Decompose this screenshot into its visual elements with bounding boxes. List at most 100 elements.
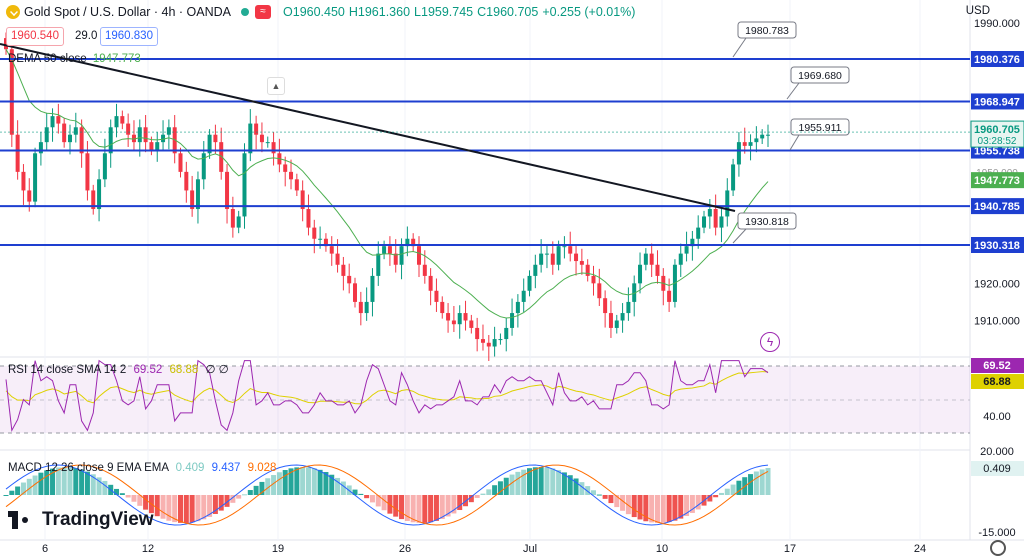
- macd-histogram-bar: [631, 495, 637, 518]
- macd-axis-tick: -15.000: [978, 527, 1015, 539]
- buy-price-button[interactable]: 1960.830: [100, 27, 158, 46]
- candle-body: [469, 320, 474, 328]
- macd-histogram-bar: [189, 495, 195, 523]
- macd-histogram-bar: [160, 495, 166, 519]
- macd-histogram-bar: [38, 472, 44, 495]
- indicator-wave-icon[interactable]: ≈: [255, 5, 272, 19]
- candle-body: [114, 116, 119, 128]
- macd-histogram-bar: [404, 495, 410, 522]
- candle-body: [492, 339, 497, 347]
- candle-body: [655, 264, 660, 276]
- macd-histogram-bar: [119, 493, 125, 495]
- candle-body: [73, 127, 78, 135]
- macd-histogram-bar: [259, 481, 265, 495]
- macd-hist-value: 0.409: [175, 462, 205, 474]
- candle-body: [289, 171, 294, 180]
- macd-histogram-bar: [276, 472, 282, 495]
- macd-histogram-bar: [643, 495, 649, 522]
- candle-body: [15, 134, 20, 172]
- macd-histogram-bar: [9, 490, 15, 495]
- callout-pointer: [789, 134, 800, 151]
- candle-body: [207, 134, 212, 154]
- callout-pointer: [786, 82, 800, 100]
- candle-body: [358, 301, 363, 314]
- macd-legend[interactable]: MACD 12 26 close 9 EMA EMA 0.409 9.437 9…: [8, 462, 276, 474]
- callout-label: 1955.911: [798, 122, 841, 134]
- candle-body: [713, 209, 718, 228]
- candle-body: [632, 283, 637, 302]
- candle-body: [318, 238, 323, 240]
- candle-body: [387, 246, 392, 254]
- candle-body: [97, 179, 102, 210]
- macd-histogram-bar: [497, 481, 503, 495]
- rsi-value: 69.52: [133, 364, 163, 376]
- candle-body: [608, 313, 613, 328]
- candle-body: [405, 238, 410, 247]
- candle-body: [515, 301, 520, 314]
- candle-body: [451, 320, 456, 325]
- candle-body: [225, 171, 230, 210]
- callout-pointer: [732, 228, 747, 244]
- macd-histogram-bar: [125, 495, 131, 498]
- rsi-legend[interactable]: RSI 14 close SMA 14 2 69.52 68.88 ∅ ∅: [8, 362, 229, 376]
- ohlc-low: L1959.745: [414, 5, 474, 19]
- macd-histogram-bar: [684, 495, 690, 517]
- symbol-title[interactable]: Gold Spot / U.S. Dollar · 4h · OANDA: [24, 5, 232, 19]
- candle-body: [166, 127, 171, 135]
- macd-histogram-bar: [515, 471, 521, 495]
- macd-histogram-bar: [241, 494, 247, 496]
- macd-histogram-bar: [637, 495, 643, 520]
- macd-histogram-bar: [748, 474, 754, 495]
- macd-histogram-bar: [759, 469, 765, 495]
- macd-histogram-bar: [666, 495, 672, 523]
- candle-body: [428, 275, 433, 291]
- macd-histogram-bar: [556, 470, 562, 495]
- macd-histogram-bar: [32, 475, 38, 495]
- callout-box: [790, 66, 850, 84]
- lightning-icon[interactable]: ϟ: [760, 332, 780, 352]
- macd-histogram-bar: [393, 495, 399, 517]
- sell-price-button[interactable]: 1960.540: [6, 27, 64, 46]
- macd-histogram-bar: [422, 495, 428, 523]
- rsi-sma-axis-badge: [971, 374, 1024, 389]
- collapse-legend-icon[interactable]: ▲: [267, 77, 285, 95]
- macd-histogram-bar: [445, 495, 451, 517]
- tradingview-logo[interactable]: TradingView: [8, 509, 154, 531]
- candle-body: [27, 190, 32, 202]
- macd-histogram-bar: [166, 495, 172, 521]
- candle-body: [50, 116, 55, 128]
- candle-body: [562, 246, 567, 248]
- candle-body: [411, 238, 416, 247]
- macd-histogram-bar: [172, 495, 178, 523]
- dema-line: [5, 49, 769, 319]
- macd-histogram-bar: [579, 482, 585, 495]
- candle-body: [184, 171, 189, 191]
- macd-line: [5, 464, 769, 526]
- candle-body: [638, 264, 643, 284]
- macd-histogram-bar: [265, 478, 271, 495]
- macd-histogram-bar: [428, 495, 434, 523]
- countdown-label: 03:28:52: [978, 136, 1017, 147]
- dema-legend[interactable]: DEMA 50 close 1947.773: [8, 53, 141, 65]
- rsi-label: RSI 14 close SMA 14 2: [8, 364, 127, 376]
- macd-histogram-bar: [590, 490, 596, 495]
- macd-histogram-bar: [614, 495, 620, 508]
- macd-histogram-bar: [207, 495, 213, 517]
- brand-name: TradingView: [42, 509, 154, 530]
- candle-body: [434, 290, 439, 302]
- x-tick-label: 10: [656, 543, 668, 555]
- macd-histogram-bar: [538, 467, 544, 495]
- macd-histogram-bar: [527, 468, 533, 495]
- macd-signal-value: 9.028: [247, 462, 277, 474]
- candle-body: [702, 216, 707, 228]
- macd-histogram-bar: [143, 495, 149, 510]
- macd-histogram-bar: [131, 495, 137, 502]
- macd-histogram-bar: [323, 472, 329, 495]
- macd-histogram-bar: [364, 495, 370, 499]
- candle-body: [143, 127, 148, 143]
- currency-selector[interactable]: USD: [965, 5, 990, 17]
- candle-body: [504, 327, 509, 340]
- settings-icon[interactable]: [990, 540, 1006, 556]
- candle-body: [91, 190, 96, 210]
